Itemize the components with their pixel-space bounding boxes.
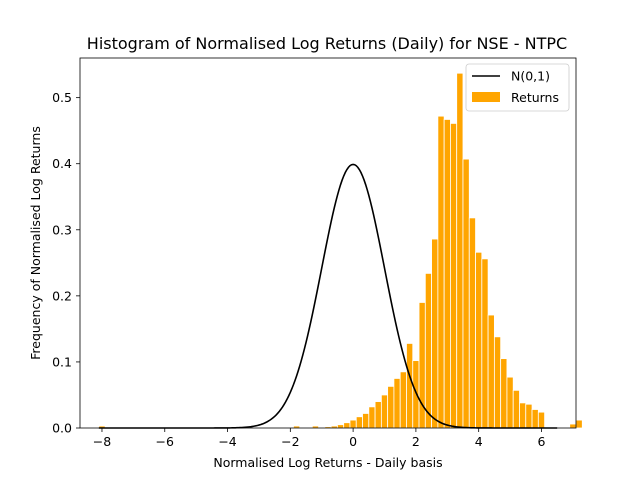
- histogram-bar: [349, 419, 357, 429]
- y-tick-label: 0.1: [52, 354, 72, 369]
- x-tick-label: −8: [93, 434, 111, 449]
- histogram-bar: [493, 336, 502, 429]
- histogram-bar: [443, 119, 451, 429]
- histogram-bar: [393, 378, 401, 429]
- legend-label-returns: Returns: [511, 90, 559, 105]
- histogram-bar: [399, 371, 407, 429]
- histogram-bar: [506, 376, 514, 429]
- legend-bar-swatch: [472, 92, 500, 102]
- histogram-bar: [337, 424, 345, 429]
- histogram-bar: [374, 401, 382, 429]
- histogram-bar: [475, 251, 483, 429]
- histogram-bar: [468, 217, 476, 429]
- histogram-bar: [462, 158, 470, 429]
- chart-title: Histogram of Normalised Log Returns (Dai…: [87, 34, 567, 53]
- histogram-bar: [424, 272, 432, 429]
- histogram-bar: [575, 419, 583, 429]
- histogram-bar: [481, 258, 489, 429]
- y-axis-ticks: 0.0 0.1 0.2 0.3 0.4 0.5: [52, 90, 80, 436]
- x-tick-label: 4: [475, 434, 483, 449]
- histogram-bar: [519, 402, 527, 429]
- histogram-bar: [387, 385, 395, 429]
- histogram-bar: [500, 358, 508, 429]
- legend-label-normal: N(0,1): [511, 69, 550, 84]
- histogram-bar: [368, 406, 376, 429]
- x-axis-ticks: −8 −6 −4 −2 0 2 4 6: [93, 428, 545, 449]
- histogram-bar: [450, 123, 458, 429]
- histogram-bar: [380, 394, 389, 429]
- y-tick-label: 0.0: [52, 421, 72, 436]
- y-tick-label: 0.3: [52, 222, 72, 237]
- y-tick-label: 0.5: [52, 90, 72, 105]
- histogram-bar: [456, 72, 464, 429]
- y-tick-label: 0.4: [52, 156, 72, 171]
- histogram-bar: [512, 389, 520, 429]
- x-tick-label: 2: [412, 434, 420, 449]
- histogram-bar: [537, 411, 546, 429]
- histogram-bar: [431, 238, 439, 429]
- x-tick-label: −6: [156, 434, 174, 449]
- x-tick-label: 6: [537, 434, 545, 449]
- x-axis-label: Normalised Log Returns - Daily basis: [213, 455, 442, 470]
- histogram-bar: [531, 409, 539, 429]
- histogram-bar: [437, 115, 445, 429]
- y-axis-label: Frequency of Normalised Log Returns: [28, 126, 43, 360]
- histogram-bar: [412, 360, 420, 429]
- legend: N(0,1) Returns: [465, 63, 570, 112]
- histogram-bar: [343, 422, 351, 429]
- x-tick-label: 0: [349, 434, 357, 449]
- plot-frame: [79, 57, 577, 429]
- y-tick-label: 0.2: [52, 288, 72, 303]
- x-tick-label: −2: [281, 434, 299, 449]
- histogram-bar: [569, 423, 577, 429]
- histogram-bar: [406, 343, 414, 429]
- histogram-bar: [355, 416, 363, 429]
- histogram-bar: [525, 403, 533, 429]
- histogram-bar: [362, 413, 370, 429]
- x-tick-label: −4: [218, 434, 236, 449]
- histogram-bar: [487, 314, 495, 429]
